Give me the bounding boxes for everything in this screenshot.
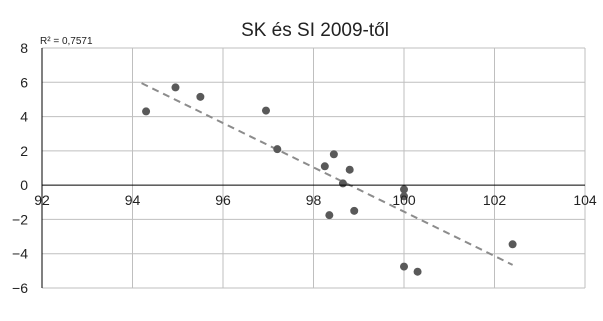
data-point: [400, 263, 408, 271]
x-tick-label: 104: [573, 192, 597, 208]
grid-lines: [42, 48, 585, 288]
data-point: [330, 150, 338, 158]
r-squared-label: R² = 0,7571: [40, 36, 93, 47]
trendline: [142, 83, 513, 265]
data-point: [262, 107, 270, 115]
y-tick-label: 0: [20, 177, 28, 193]
tick-labels: 92 94 96 98 100 102 104 −6 −4 −2 0 2 4 6 8: [12, 40, 597, 296]
data-point: [509, 240, 517, 248]
trendline-group: [142, 83, 513, 265]
data-point: [273, 145, 281, 153]
data-point: [339, 179, 347, 187]
x-tick-label: 92: [34, 192, 50, 208]
data-points: [142, 83, 517, 275]
data-point: [196, 93, 204, 101]
y-tick-label: −6: [12, 280, 28, 296]
data-point: [325, 211, 333, 219]
x-tick-label: 96: [215, 192, 231, 208]
x-tick-label: 94: [125, 192, 141, 208]
x-tick-label: 102: [483, 192, 507, 208]
y-tick-label: 2: [20, 143, 28, 159]
data-point: [321, 162, 329, 170]
data-point: [171, 83, 179, 91]
data-point: [142, 107, 150, 115]
x-tick-label: 100: [392, 192, 416, 208]
data-point: [414, 268, 422, 276]
y-tick-label: 4: [20, 109, 28, 125]
y-tick-label: 8: [20, 40, 28, 56]
data-point: [346, 166, 354, 174]
y-tick-label: −2: [12, 211, 28, 227]
y-tick-label: 6: [20, 74, 28, 90]
data-point: [350, 207, 358, 215]
y-tick-label: −4: [12, 246, 28, 262]
x-tick-label: 98: [306, 192, 322, 208]
chart-title: SK és SI 2009-től: [241, 20, 389, 41]
